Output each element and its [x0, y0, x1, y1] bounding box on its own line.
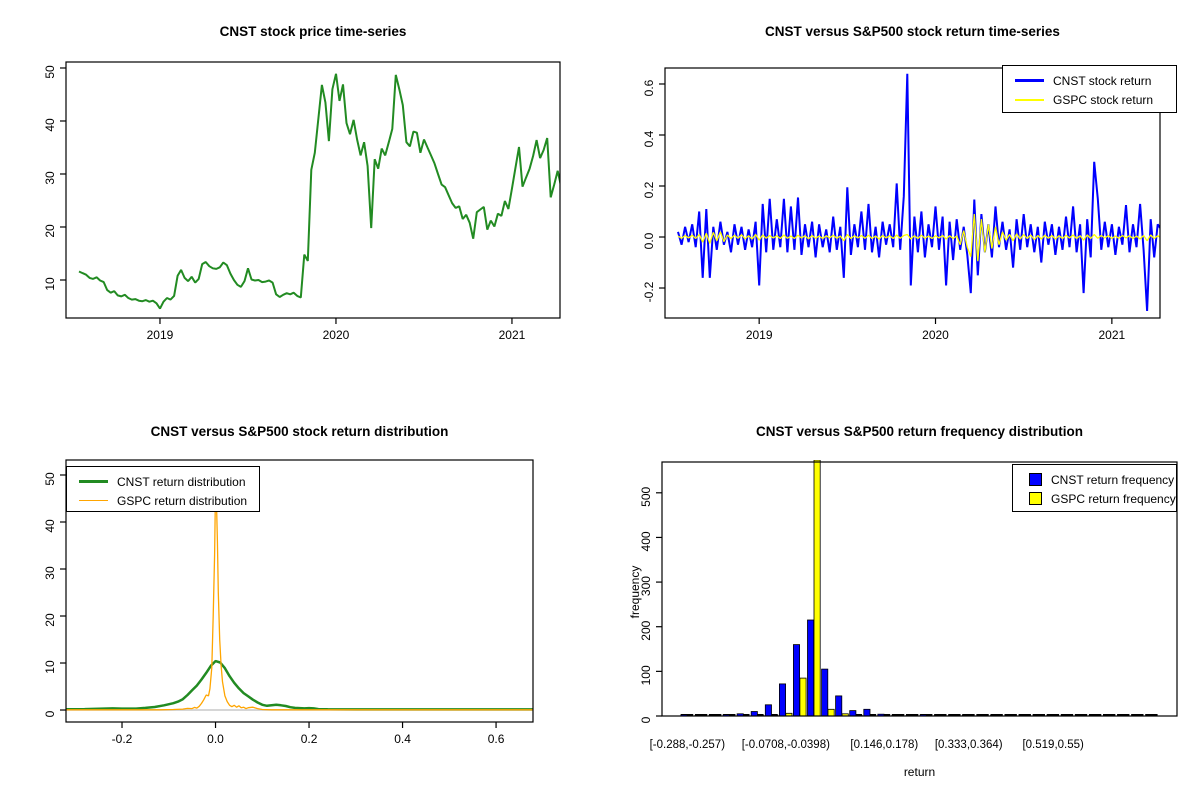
cnst-line-swatch	[1015, 79, 1044, 82]
svg-text:30: 30	[43, 566, 57, 580]
svg-text:[-0.0708,-0.0398): [-0.0708,-0.0398)	[742, 739, 830, 751]
svg-text:0: 0	[43, 710, 57, 717]
svg-text:50: 50	[43, 65, 57, 79]
frequency-legend: CNST return frequency GSPC return freque…	[1012, 464, 1177, 512]
frequency-x-axis-label: return	[903, 765, 936, 779]
svg-text:300: 300	[639, 576, 653, 596]
svg-text:30: 30	[43, 171, 57, 185]
svg-text:40: 40	[43, 519, 57, 533]
legend-item: GSPC return frequency	[1025, 489, 1176, 508]
gspc-bar-swatch	[1029, 492, 1042, 505]
svg-text:[-0.288,-0.257): [-0.288,-0.257)	[650, 739, 726, 751]
svg-text:0.6: 0.6	[488, 732, 505, 746]
svg-text:2021: 2021	[499, 328, 526, 342]
return-timeseries-legend: CNST stock return GSPC stock return	[1002, 65, 1177, 113]
legend-item: GSPC return distribution	[79, 491, 259, 510]
svg-text:0.2: 0.2	[301, 732, 318, 746]
svg-text:2020: 2020	[922, 328, 949, 342]
svg-text:2019: 2019	[746, 328, 773, 342]
svg-text:50: 50	[43, 472, 57, 486]
svg-text:2019: 2019	[147, 328, 174, 342]
legend-label: GSPC stock return	[1053, 92, 1154, 107]
svg-text:-0.2: -0.2	[642, 281, 656, 302]
legend-label: CNST stock return	[1053, 73, 1152, 88]
legend-item: CNST stock return	[1015, 71, 1176, 90]
svg-text:0: 0	[639, 716, 653, 723]
svg-text:200: 200	[639, 620, 653, 640]
legend-item: CNST return frequency	[1025, 470, 1176, 489]
frequency-y-axis-label: frequency	[628, 565, 642, 619]
legend-label: GSPC return distribution	[117, 493, 248, 508]
svg-text:500: 500	[639, 486, 653, 506]
gspc-density-swatch	[79, 499, 108, 502]
svg-text:0.0: 0.0	[207, 732, 224, 746]
svg-text:0.2: 0.2	[642, 181, 656, 198]
cnst-density-swatch	[79, 479, 108, 484]
cnst-bar-swatch	[1029, 473, 1042, 486]
legend-item: GSPC stock return	[1015, 90, 1176, 109]
return-distribution-legend: CNST return distribution GSPC return dis…	[66, 466, 260, 512]
frequency-distribution-title: CNST versus S&P500 return frequency dist…	[755, 424, 1084, 439]
svg-text:[0.519,0.55): [0.519,0.55)	[1022, 739, 1084, 751]
return-distribution-title: CNST versus S&P500 stock return distribu…	[150, 424, 449, 439]
return-timeseries-title: CNST versus S&P500 stock return time-ser…	[765, 24, 1060, 39]
price-chart-title: CNST stock price time-series	[219, 24, 407, 39]
svg-text:20: 20	[43, 224, 57, 238]
svg-text:2021: 2021	[1099, 328, 1126, 342]
svg-text:[0.333,0.364): [0.333,0.364)	[935, 739, 1003, 751]
svg-text:10: 10	[43, 277, 57, 291]
legend-label: CNST return distribution	[117, 474, 246, 489]
legend-label: CNST return frequency	[1051, 472, 1175, 487]
svg-text:0.4: 0.4	[642, 130, 656, 147]
legend-item: CNST return distribution	[79, 472, 259, 491]
svg-text:400: 400	[639, 531, 653, 551]
svg-text:20: 20	[43, 613, 57, 627]
svg-text:[0.146,0.178): [0.146,0.178)	[850, 739, 918, 751]
gspc-line-swatch	[1015, 98, 1044, 101]
svg-text:100: 100	[639, 665, 653, 685]
legend-label: GSPC return frequency	[1051, 491, 1176, 506]
svg-text:0.6: 0.6	[642, 79, 656, 96]
svg-text:-0.2: -0.2	[112, 732, 133, 746]
svg-text:0.0: 0.0	[642, 232, 656, 249]
svg-text:2020: 2020	[323, 328, 350, 342]
svg-text:10: 10	[43, 660, 57, 674]
svg-text:40: 40	[43, 118, 57, 132]
svg-text:0.4: 0.4	[394, 732, 411, 746]
